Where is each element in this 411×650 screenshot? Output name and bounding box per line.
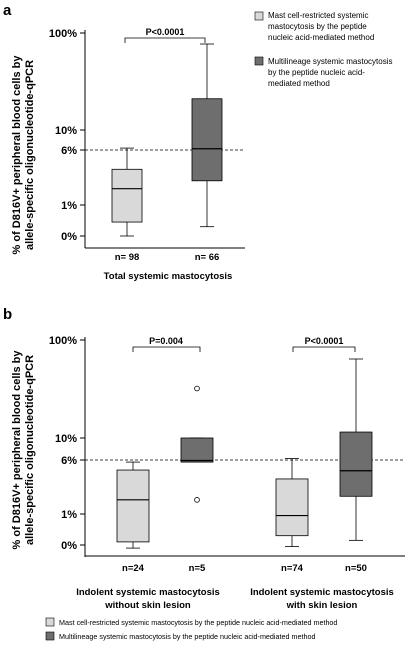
panel-b-legend: Mast cell-restricted systemic mastocytos… bbox=[45, 617, 337, 641]
panel-a-ylabel-line1: % of D816V+ peripheral blood cells by bbox=[11, 55, 23, 255]
y-tick-label: 1% bbox=[61, 509, 77, 521]
panel-b-significance-text-2: P<0.0001 bbox=[305, 336, 344, 346]
box-iqr bbox=[191, 98, 223, 182]
outlier-point bbox=[194, 385, 200, 392]
box-iqr bbox=[180, 437, 214, 463]
panel-a-legend-entry-2-line2: by the peptide nucleic acid- bbox=[268, 68, 365, 77]
n-label: n= 98 bbox=[115, 252, 140, 263]
panel-a-legend-entry-2-line3: mediated method bbox=[268, 79, 330, 88]
box-iqr bbox=[275, 478, 309, 537]
outlier-point bbox=[194, 497, 200, 503]
y-tick-label: 1% bbox=[61, 200, 77, 212]
panel-b-ylabel-line1: % of D816V+ peripheral blood cells by bbox=[11, 350, 23, 550]
panel-b-group-2-label-line1: Indolent systemic mastocytosis bbox=[250, 587, 394, 598]
panel-b-y-ticks: 100% 10% 6% 1% 0% bbox=[49, 335, 85, 552]
panel-a-legend-swatch-light bbox=[254, 11, 264, 21]
n-label: n=50 bbox=[345, 563, 367, 574]
panel-b-group-1-label-line1: Indolent systemic mastocytosis bbox=[76, 587, 220, 598]
n-label: n=74 bbox=[281, 563, 304, 574]
panel-a-legend-entry-1-line3: nucleic acid-mediated method bbox=[268, 33, 374, 42]
panel-a-legend-entry-2-line1: Multilineage systemic mastocytosis bbox=[268, 57, 392, 66]
panel-b-boxes: n=24 n=5 n=74 n=50 bbox=[116, 358, 373, 574]
y-tick-label: 100% bbox=[49, 335, 77, 347]
panel-a-significance-text: P<0.0001 bbox=[146, 27, 185, 37]
panel-b-significance-text-1: P=0.004 bbox=[149, 336, 183, 346]
panel-a-legend-entry-1-line2: mastocytosis by the peptide bbox=[268, 22, 367, 31]
panel-b-significance-bracket-2 bbox=[292, 346, 356, 352]
panel-b: % of D816V+ peripheral blood cells by al… bbox=[11, 335, 405, 641]
y-tick-label: 10% bbox=[55, 433, 77, 445]
y-tick-label: 0% bbox=[61, 231, 77, 243]
panel-a-y-ticks: 100% 10% 6% 1% 0% bbox=[49, 28, 85, 243]
panel-b-ylabel-line2: allele-specific oligonucleotide-qPCR bbox=[24, 355, 36, 545]
panel-b-significance-bracket-1 bbox=[132, 346, 201, 352]
panel-a-label: a bbox=[3, 2, 12, 19]
n-label: n= 66 bbox=[195, 252, 220, 263]
y-tick-label: 10% bbox=[55, 125, 77, 137]
panel-a-legend-entry-1-line1: Mast cell-restricted systemic bbox=[268, 11, 368, 20]
n-label: n=24 bbox=[122, 563, 145, 574]
panel-a-boxes: n= 98 n= 66 bbox=[111, 43, 223, 263]
panel-a-ylabel-line2: allele-specific oligonucleotide-qPCR bbox=[24, 60, 36, 250]
panel-b-legend-entry-1: Mast cell-restricted systemic mastocytos… bbox=[59, 618, 337, 627]
y-tick-label: 0% bbox=[61, 540, 77, 552]
panel-a: % of D816V+ peripheral blood cells by al… bbox=[11, 11, 392, 282]
y-tick-label: 6% bbox=[61, 455, 77, 467]
y-tick-label: 100% bbox=[49, 28, 77, 40]
box-iqr bbox=[339, 431, 373, 497]
panel-a-legend: Mast cell-restricted systemic mastocytos… bbox=[254, 11, 392, 88]
panel-b-legend-swatch-dark bbox=[45, 631, 55, 641]
y-tick-label: 6% bbox=[61, 145, 77, 157]
panel-b-label: b bbox=[3, 306, 12, 323]
panel-b-legend-swatch-light bbox=[45, 617, 55, 627]
box-iqr bbox=[116, 469, 150, 543]
panel-a-group-label: Total systemic mastocytosis bbox=[104, 271, 233, 282]
box-iqr bbox=[111, 168, 143, 223]
panel-a-significance-bracket bbox=[124, 37, 206, 43]
panel-a-legend-swatch-dark bbox=[254, 56, 264, 66]
panel-b-group-2-label-line2: with skin lesion bbox=[286, 600, 358, 611]
panel-b-legend-entry-2: Multilineage systemic mastocytosis by th… bbox=[59, 632, 315, 641]
panel-b-group-1-label-line2: without skin lesion bbox=[104, 600, 191, 611]
n-label: n=5 bbox=[189, 563, 206, 574]
